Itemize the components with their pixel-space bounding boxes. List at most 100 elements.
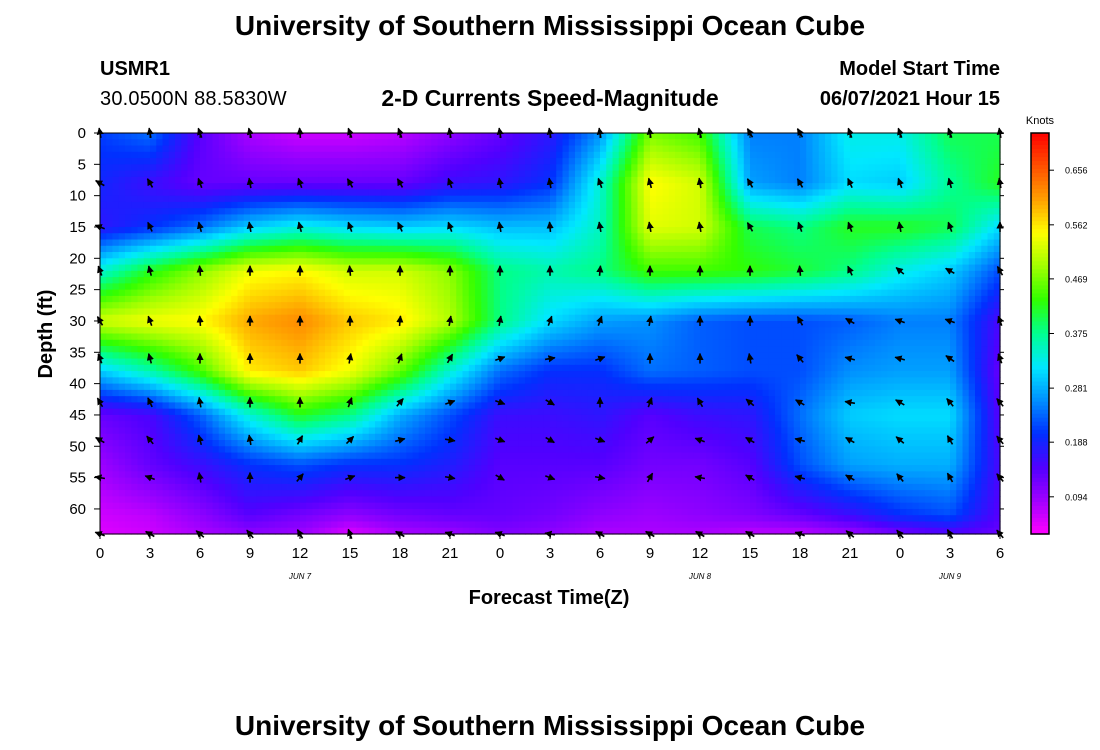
heat-cell <box>662 183 670 190</box>
heat-cell <box>700 289 707 297</box>
heat-cell <box>800 302 807 310</box>
heat-cell <box>200 289 207 297</box>
heat-cell <box>718 270 726 278</box>
heat-cell <box>381 333 389 341</box>
heat-cell <box>912 133 920 140</box>
heat-cell <box>337 176 345 184</box>
heat-cell <box>543 233 551 241</box>
heat-cell <box>968 239 976 247</box>
heat-cell <box>762 164 770 172</box>
heat-cell <box>593 158 601 165</box>
heat-cell <box>456 289 464 297</box>
heat-cell <box>187 139 195 147</box>
heat-cell <box>862 327 870 335</box>
heat-cell <box>706 239 714 247</box>
heat-cell <box>637 208 645 216</box>
heat-cell <box>687 270 695 278</box>
heat-cell <box>193 158 201 165</box>
heat-cell <box>218 189 226 197</box>
heat-cell <box>387 333 395 341</box>
heat-cell <box>200 258 207 266</box>
heat-cell <box>175 258 182 266</box>
heat-cell <box>368 233 376 241</box>
heat-cell <box>500 158 507 165</box>
heat-cell <box>843 295 851 303</box>
heat-cell <box>650 176 657 184</box>
heat-cell <box>931 289 939 297</box>
heat-cell <box>725 201 732 209</box>
heat-cell <box>668 189 676 197</box>
heat-cell <box>525 264 532 272</box>
heat-cell <box>818 139 826 147</box>
heat-cell <box>812 164 820 172</box>
heat-cell <box>643 164 651 172</box>
heat-cell <box>250 226 257 234</box>
heat-cell <box>731 245 739 253</box>
heat-cell <box>331 239 339 247</box>
heat-cell <box>800 258 807 266</box>
heat-cell <box>643 308 651 316</box>
heat-cell <box>300 252 307 259</box>
heat-cell <box>943 145 951 153</box>
heat-cell <box>693 283 701 291</box>
heat-cell <box>662 139 670 147</box>
heat-cell <box>425 139 432 147</box>
heat-cell <box>893 252 901 259</box>
heat-cell <box>362 289 370 297</box>
heat-cell <box>700 277 707 284</box>
heat-cell <box>237 170 245 178</box>
heat-cell <box>643 208 651 216</box>
heat-cell <box>150 176 157 184</box>
heat-cell <box>293 170 301 178</box>
heat-cell <box>906 176 914 184</box>
heat-cell <box>575 289 582 297</box>
heat-cell <box>343 164 351 172</box>
heat-cell <box>275 333 282 341</box>
heat-cell <box>156 145 164 153</box>
heat-cell <box>631 201 639 209</box>
heat-cell <box>400 226 407 234</box>
heat-cell <box>562 176 570 184</box>
heat-cell <box>481 264 489 272</box>
heat-cell <box>525 295 532 303</box>
heat-cell <box>193 258 201 266</box>
heat-cell <box>575 277 582 284</box>
heat-cell <box>118 239 126 247</box>
heat-cell <box>218 252 226 259</box>
heat-cell <box>637 314 645 322</box>
heat-cell <box>743 189 751 197</box>
model-start-label: Model Start Time <box>839 58 1000 80</box>
heat-cell <box>962 208 970 216</box>
heat-cell <box>800 245 807 253</box>
heat-cell <box>825 239 832 247</box>
heat-cell <box>768 327 776 335</box>
heat-cell <box>837 151 845 159</box>
heat-cell <box>543 158 551 165</box>
heat-cell <box>125 133 132 140</box>
heat-cell <box>400 289 407 297</box>
heat-cell <box>512 233 520 241</box>
heat-cell <box>731 151 739 159</box>
heat-cell <box>912 277 920 284</box>
heat-cell <box>900 164 907 172</box>
heat-cell <box>481 314 489 322</box>
heat-cell <box>825 339 832 347</box>
heat-cell <box>831 302 839 310</box>
heat-cell <box>606 214 614 222</box>
heat-cell <box>331 201 339 209</box>
heat-cell <box>481 302 489 310</box>
heat-cell <box>625 201 632 209</box>
heat-cell <box>975 264 982 272</box>
heat-cell <box>675 226 682 234</box>
heat-cell <box>837 239 845 247</box>
heat-cell <box>793 239 801 247</box>
heat-cell <box>243 183 251 190</box>
heat-cell <box>437 258 445 266</box>
heat-cell <box>687 133 695 140</box>
heat-cell <box>412 245 420 253</box>
heat-cell <box>568 314 576 322</box>
heat-cell <box>131 133 139 140</box>
heat-cell <box>150 245 157 253</box>
heat-cell <box>531 208 539 216</box>
heat-cell <box>431 233 439 241</box>
